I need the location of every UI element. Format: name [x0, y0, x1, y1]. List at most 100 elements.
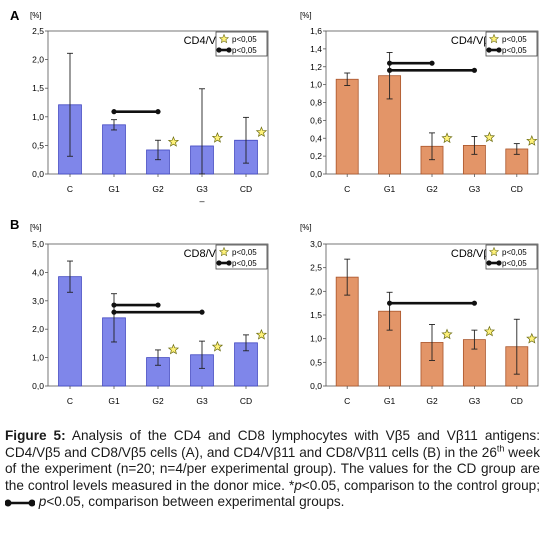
legend-connector-icon: [486, 47, 502, 53]
significance-connector: [111, 109, 161, 115]
y-tick-label: 0,6: [310, 115, 322, 125]
y-tick-label: 2,5: [32, 26, 44, 36]
bar-C: [335, 78, 359, 175]
significance-star-icon: [526, 332, 538, 344]
figure-panels: A B [%]0,00,51,01,52,02,5C G1 G2 G3 CD–CD4/V…: [10, 8, 539, 406]
x-tick-label: G1: [384, 396, 396, 406]
y-tick-label: 1,0: [32, 353, 44, 363]
bar-C: [58, 276, 82, 387]
y-unit-label: [%]: [30, 11, 42, 20]
chart-cd4-vb5: [%]0,00,51,01,52,02,5C G1 G2 G3 CD–CD4/Vβ5 p<…: [30, 11, 269, 206]
connector-dot: [471, 67, 477, 73]
y-tick-label: 5,0: [32, 239, 44, 249]
y-tick-label: 4,0: [32, 267, 44, 277]
y-unit-label: [%]: [300, 223, 312, 232]
connector-dot: [387, 60, 393, 66]
connector-dot: [155, 302, 161, 308]
legend-connector-icon: [216, 260, 232, 266]
legend-connector-icon: [216, 47, 232, 53]
x-tick-label: G3: [469, 184, 481, 194]
x-tick-label: CD: [240, 396, 252, 406]
connector-dot: [496, 260, 502, 266]
significance-star-icon: [441, 328, 453, 340]
y-tick-label: 1,0: [310, 80, 322, 90]
panel-letter-b: B: [10, 217, 19, 232]
x-tick-label: G1: [108, 184, 120, 194]
y-tick-label: 1,6: [310, 26, 322, 36]
significance-star-icon: [526, 135, 538, 146]
y-tick-label: 3,0: [32, 296, 44, 306]
connector-dot: [111, 109, 117, 115]
significance-star-icon: [255, 328, 268, 340]
legend-connector-label: p<0,05: [502, 259, 527, 268]
caption-superscript: th: [496, 443, 505, 454]
x-tick-label: G2: [426, 396, 438, 406]
caption-label: Figure 5:: [5, 428, 66, 443]
chart-cd4-vb11: [%]0,00,20,40,60,81,01,21,41,6C G1 G2 G3 CDC…: [300, 11, 539, 194]
x-tick-label: C: [67, 396, 73, 406]
significance-connector: [387, 60, 435, 66]
y-tick-label: 0,0: [32, 381, 44, 391]
legend-star-label: p<0,05: [502, 35, 527, 44]
legend-star-label: p<0,05: [502, 248, 527, 257]
connector-dot: [226, 47, 232, 53]
caption-text-1: Analysis of the CD4 and CD8 lymphocytes …: [5, 428, 540, 460]
caption-text-4: <0.05, comparison between experimental g…: [46, 494, 345, 510]
caption-p-symbol: p: [294, 477, 302, 493]
y-tick-label: 0,5: [32, 140, 44, 150]
legend-star-icon: [218, 246, 230, 257]
x-tick-label: CD: [240, 184, 252, 194]
chart-cd8-vb11: [%]0,00,51,01,52,02,53,0C G1 G2 G3 CDCD8/Vβ1…: [300, 223, 539, 406]
x-tick-label: C: [67, 184, 73, 194]
connector-dot: [111, 309, 117, 315]
legend-star-label: p<0,05: [232, 35, 257, 44]
y-tick-label: 1,0: [310, 334, 322, 344]
y-tick-label: 0,2: [310, 151, 322, 161]
connector-dot: [199, 309, 205, 315]
y-tick-label: 2,0: [32, 324, 44, 334]
x-tick-label: G1: [384, 184, 396, 194]
y-tick-label: 0,0: [32, 169, 44, 179]
x-tick-label: C: [344, 396, 350, 406]
y-tick-label: 1,5: [32, 83, 44, 93]
connector-dot: [216, 260, 222, 266]
y-unit-label: [%]: [30, 223, 42, 232]
connector-icon: [5, 499, 35, 507]
legend-star-label: p<0,05: [232, 248, 257, 257]
connector-dot: [496, 47, 502, 53]
x-extra-label: –: [199, 196, 204, 206]
panel-letter-a: A: [10, 8, 20, 23]
x-tick-label: G2: [152, 184, 164, 194]
figure-caption: Figure 5: Analysis of the CD4 and CD8 ly…: [5, 428, 540, 511]
y-tick-label: 0,5: [310, 357, 322, 367]
y-tick-label: 0,0: [310, 381, 322, 391]
significance-connector: [111, 309, 205, 315]
legend-connector-label: p<0,05: [232, 259, 257, 268]
significance-connector: [111, 302, 161, 308]
connector-dot: [387, 300, 393, 306]
significance-star-icon: [211, 132, 224, 143]
x-tick-label: G3: [196, 396, 208, 406]
legend-star-icon: [488, 33, 500, 44]
caption-star: *: [288, 477, 295, 493]
connector-dot: [226, 260, 232, 266]
x-tick-label: G3: [469, 396, 481, 406]
connector-dot: [155, 109, 161, 115]
y-tick-label: 2,0: [310, 286, 322, 296]
caption-p-symbol-2: p: [38, 494, 47, 510]
significance-connector: [387, 300, 477, 306]
significance-star-icon: [441, 132, 453, 144]
significance-star-icon: [483, 131, 496, 143]
x-tick-label: C: [344, 184, 350, 194]
y-tick-label: 1,2: [310, 62, 322, 72]
y-tick-label: 0,0: [310, 169, 322, 179]
legend-connector-label: p<0,05: [232, 46, 257, 55]
x-tick-label: CD: [511, 396, 523, 406]
y-tick-label: 1,5: [310, 310, 322, 320]
connector-dot: [429, 60, 435, 66]
significance-star-icon: [255, 126, 268, 138]
x-tick-label: G2: [152, 396, 164, 406]
caption-text-3: <0.05, comparison to the control group;: [301, 477, 541, 493]
connector-dot: [387, 67, 393, 73]
x-tick-label: G2: [426, 184, 438, 194]
